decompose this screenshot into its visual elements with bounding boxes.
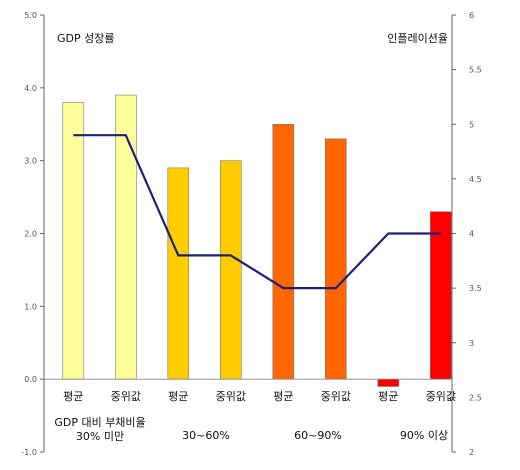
right-tick-label: 5.5 <box>469 66 482 75</box>
right-tick-label: 4 <box>469 230 474 239</box>
category-label: 중위값 <box>321 390 351 403</box>
right-tick-label: 2 <box>469 448 474 457</box>
bar <box>220 160 242 380</box>
bar <box>429 211 452 380</box>
right-corner-label: 인플레이션율 <box>387 32 448 45</box>
left-corner-label: GDP 성장률 <box>57 32 114 45</box>
bar <box>324 138 347 380</box>
bar <box>272 124 295 380</box>
right-tick-label: 5 <box>469 120 474 129</box>
bar <box>167 167 190 380</box>
right-tick-label: 2.5 <box>469 393 482 402</box>
category-label: 중위값 <box>111 390 141 403</box>
category-label: 평균 <box>168 390 188 403</box>
category-label: 평균 <box>63 390 83 403</box>
left-tick-label: 1.0 <box>24 302 37 311</box>
right-tick-label: 3 <box>469 339 474 348</box>
labels-layer: GDP 성장률 인플레이션율 평균 중위값 평균 중위값 평균 중위값 평균 중위값 GDP 대… <box>54 32 456 443</box>
group-label: 90% 이상 <box>400 429 448 442</box>
left-tick-label: 2.0 <box>24 230 37 239</box>
group-label: 30~60% <box>182 429 230 442</box>
bar <box>62 102 85 380</box>
line-layer <box>73 134 441 290</box>
left-tick-label: -1.0 <box>21 448 37 457</box>
left-tick-label: 4.0 <box>24 84 37 93</box>
left-tick-label: 0.0 <box>24 375 37 384</box>
right-tick-label: 6 <box>469 11 474 20</box>
group-label: GDP 대비 부채비율 <box>54 416 145 429</box>
inflation-line <box>73 134 441 290</box>
group-label: 30% 미만 <box>76 430 124 443</box>
category-label: 중위값 <box>216 390 246 403</box>
category-label: 평균 <box>273 390 293 403</box>
right-tick-label: 4.5 <box>469 175 482 184</box>
category-label: 중위값 <box>426 390 456 403</box>
left-tick-label: 3.0 <box>24 157 37 166</box>
category-label: 평균 <box>378 390 398 403</box>
bars-layer <box>62 94 452 387</box>
left-tick-label: 5.0 <box>24 11 37 20</box>
bar <box>377 378 400 387</box>
axes-layer: -1.0 0.0 1.0 2.0 3.0 4.0 5.0 2 2.5 3 3.5 4 4.5 5 5.5 6 <box>21 11 481 457</box>
group-label: 60~90% <box>294 429 342 442</box>
right-tick-label: 3.5 <box>469 284 482 293</box>
